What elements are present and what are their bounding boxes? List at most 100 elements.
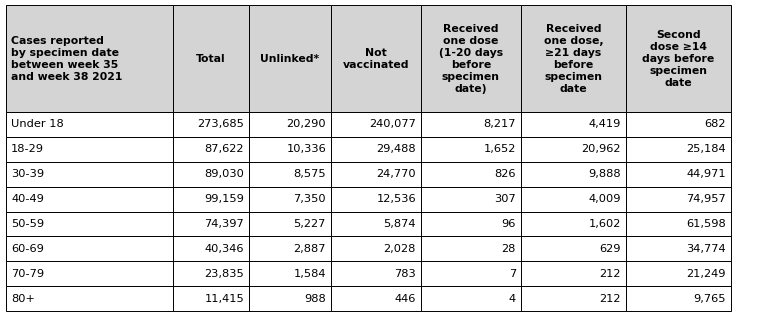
Bar <box>173 261 249 286</box>
Text: 2,028: 2,028 <box>384 244 416 254</box>
Text: 212: 212 <box>600 294 621 304</box>
Bar <box>626 211 731 236</box>
Bar <box>626 286 731 311</box>
Bar <box>331 187 421 211</box>
Text: 30-39: 30-39 <box>11 169 44 179</box>
Text: 11,415: 11,415 <box>204 294 244 304</box>
Text: 70-79: 70-79 <box>11 269 44 279</box>
Text: 12,536: 12,536 <box>376 194 416 204</box>
Bar <box>626 261 731 286</box>
Bar <box>173 162 249 187</box>
Bar <box>626 162 731 187</box>
Bar <box>331 286 421 311</box>
Text: 9,888: 9,888 <box>588 169 621 179</box>
Bar <box>173 5 249 112</box>
Bar <box>421 137 521 162</box>
Bar <box>421 187 521 211</box>
Bar <box>249 236 331 261</box>
Text: 18-29: 18-29 <box>11 144 44 154</box>
Text: 7: 7 <box>508 269 516 279</box>
Bar <box>6 261 173 286</box>
Text: 9,765: 9,765 <box>694 294 726 304</box>
Text: 5,227: 5,227 <box>293 219 326 229</box>
Bar <box>249 187 331 211</box>
Bar <box>173 187 249 211</box>
Text: 29,488: 29,488 <box>376 144 416 154</box>
Text: Second
dose ≥14
days before
specimen
date: Second dose ≥14 days before specimen dat… <box>642 29 715 88</box>
Bar <box>173 112 249 137</box>
Bar <box>6 187 173 211</box>
Bar <box>6 286 173 311</box>
Bar <box>521 187 626 211</box>
Text: 8,575: 8,575 <box>293 169 326 179</box>
Bar <box>421 162 521 187</box>
Text: 783: 783 <box>394 269 416 279</box>
Text: 60-69: 60-69 <box>11 244 44 254</box>
Text: 988: 988 <box>304 294 326 304</box>
Text: 50-59: 50-59 <box>11 219 44 229</box>
Bar <box>331 236 421 261</box>
Bar <box>6 5 173 112</box>
Text: Received
one dose
(1-20 days
before
specimen
date): Received one dose (1-20 days before spec… <box>439 23 503 94</box>
Bar <box>331 112 421 137</box>
Bar <box>521 162 626 187</box>
Text: 2,887: 2,887 <box>293 244 326 254</box>
Bar <box>421 236 521 261</box>
Bar <box>173 286 249 311</box>
Text: 99,159: 99,159 <box>204 194 244 204</box>
Bar <box>331 5 421 112</box>
Text: 1,602: 1,602 <box>588 219 621 229</box>
Text: 1,584: 1,584 <box>293 269 326 279</box>
Text: 44,971: 44,971 <box>687 169 726 179</box>
Text: Total: Total <box>196 53 226 64</box>
Bar <box>249 211 331 236</box>
Text: Unlinked*: Unlinked* <box>260 53 319 64</box>
Bar <box>173 236 249 261</box>
Bar <box>173 211 249 236</box>
Text: 74,957: 74,957 <box>687 194 726 204</box>
Text: 34,774: 34,774 <box>687 244 726 254</box>
Bar <box>626 236 731 261</box>
Bar <box>421 211 521 236</box>
Text: 40,346: 40,346 <box>204 244 244 254</box>
Text: 826: 826 <box>495 169 516 179</box>
Bar <box>249 162 331 187</box>
Text: 61,598: 61,598 <box>687 219 726 229</box>
Text: 682: 682 <box>704 119 726 130</box>
Text: Not
vaccinated: Not vaccinated <box>343 47 409 70</box>
Text: 10,336: 10,336 <box>286 144 326 154</box>
Text: 20,962: 20,962 <box>581 144 621 154</box>
Bar <box>421 261 521 286</box>
Bar <box>626 137 731 162</box>
Bar <box>249 5 331 112</box>
Text: 5,874: 5,874 <box>383 219 416 229</box>
Text: 8,217: 8,217 <box>484 119 516 130</box>
Bar <box>249 137 331 162</box>
Bar <box>6 162 173 187</box>
Text: Cases reported
by specimen date
between week 35
and week 38 2021: Cases reported by specimen date between … <box>11 35 122 82</box>
Text: 240,077: 240,077 <box>369 119 416 130</box>
Text: 4,419: 4,419 <box>588 119 621 130</box>
Bar <box>6 137 173 162</box>
Text: 40-49: 40-49 <box>11 194 44 204</box>
Text: 28: 28 <box>502 244 516 254</box>
Bar <box>249 261 331 286</box>
Text: 74,397: 74,397 <box>204 219 244 229</box>
Bar <box>173 137 249 162</box>
Text: Received
one dose,
≥21 days
before
specimen
date: Received one dose, ≥21 days before speci… <box>544 23 604 94</box>
Text: 96: 96 <box>502 219 516 229</box>
Bar <box>521 261 626 286</box>
Bar <box>521 5 626 112</box>
Bar <box>421 5 521 112</box>
Bar <box>6 236 173 261</box>
Text: 20,290: 20,290 <box>286 119 326 130</box>
Text: 4,009: 4,009 <box>588 194 621 204</box>
Bar <box>521 137 626 162</box>
Bar <box>521 236 626 261</box>
Bar <box>331 162 421 187</box>
Text: 629: 629 <box>600 244 621 254</box>
Text: 21,249: 21,249 <box>687 269 726 279</box>
Text: 25,184: 25,184 <box>687 144 726 154</box>
Text: 212: 212 <box>600 269 621 279</box>
Bar <box>421 112 521 137</box>
